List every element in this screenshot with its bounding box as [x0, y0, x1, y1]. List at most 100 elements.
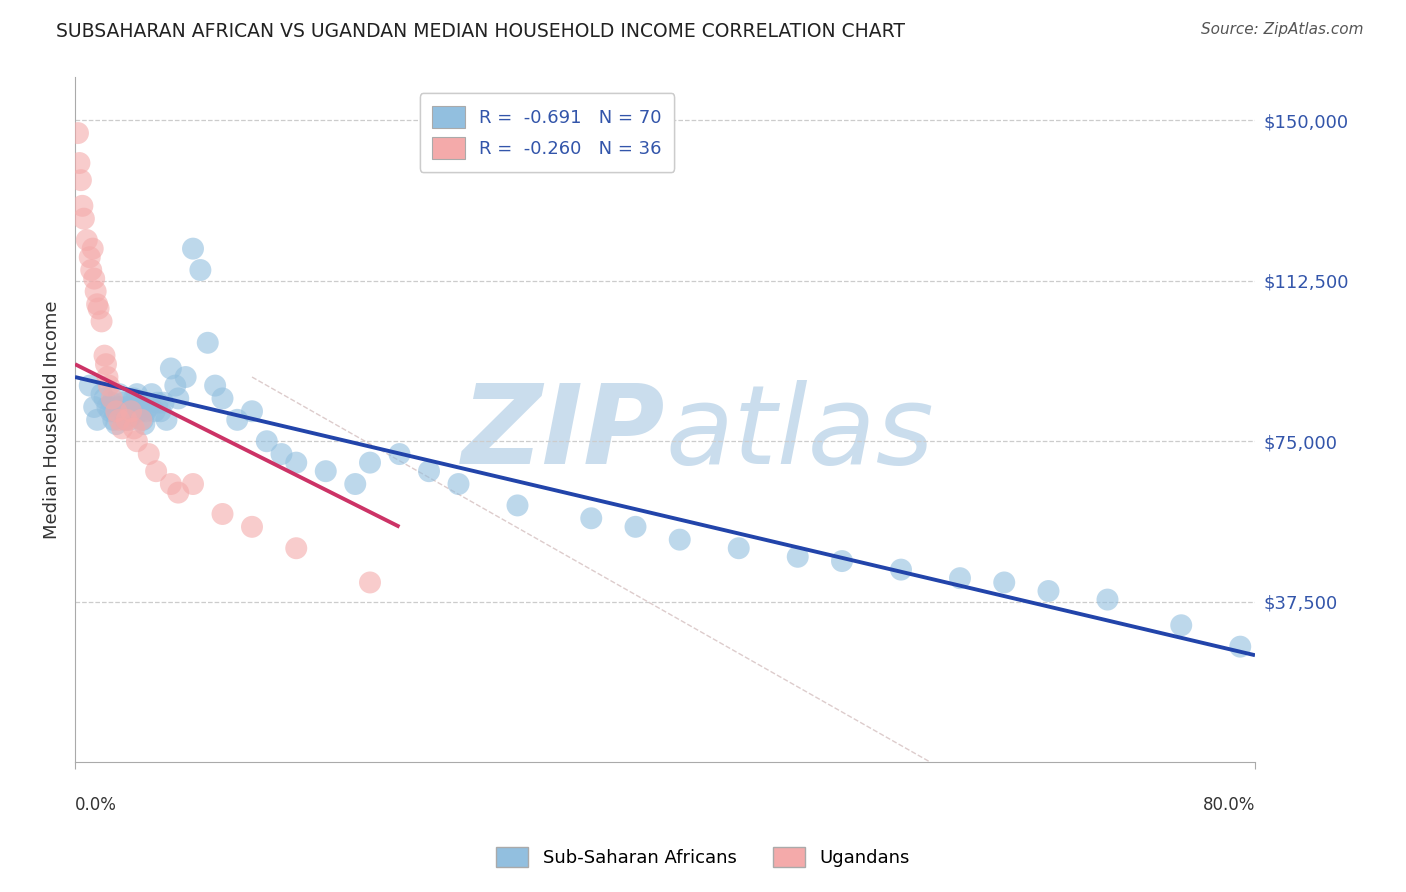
Text: atlas: atlas — [665, 380, 934, 487]
Legend: Sub-Saharan Africans, Ugandans: Sub-Saharan Africans, Ugandans — [489, 839, 917, 874]
Point — [668, 533, 690, 547]
Point — [86, 297, 108, 311]
Point — [105, 404, 128, 418]
Point — [72, 199, 94, 213]
Point — [83, 271, 105, 285]
Point — [111, 421, 134, 435]
Point — [120, 409, 142, 423]
Point — [138, 447, 160, 461]
Point — [506, 499, 529, 513]
Point — [93, 392, 115, 406]
Point — [727, 541, 749, 556]
Point — [141, 387, 163, 401]
Point — [359, 575, 381, 590]
Point — [155, 413, 177, 427]
Point — [145, 464, 167, 478]
Point — [101, 392, 124, 406]
Point — [70, 173, 93, 187]
Point — [86, 413, 108, 427]
Point — [418, 464, 440, 478]
Point — [1229, 640, 1251, 654]
Point — [118, 413, 141, 427]
Point — [127, 395, 149, 409]
Point — [103, 413, 125, 427]
Point — [120, 404, 142, 418]
Point — [160, 477, 183, 491]
Point — [96, 370, 118, 384]
Point — [146, 395, 169, 409]
Point — [115, 400, 138, 414]
Point — [786, 549, 808, 564]
Point — [149, 404, 172, 418]
Text: Source: ZipAtlas.com: Source: ZipAtlas.com — [1201, 22, 1364, 37]
Point — [285, 456, 308, 470]
Point — [132, 413, 155, 427]
Point — [160, 361, 183, 376]
Point — [285, 541, 308, 556]
Point — [624, 520, 647, 534]
Point — [993, 575, 1015, 590]
Text: SUBSAHARAN AFRICAN VS UGANDAN MEDIAN HOUSEHOLD INCOME CORRELATION CHART: SUBSAHARAN AFRICAN VS UGANDAN MEDIAN HOU… — [56, 22, 905, 41]
Point — [1170, 618, 1192, 632]
Point — [122, 421, 145, 435]
Point — [83, 400, 105, 414]
Point — [66, 126, 89, 140]
Point — [388, 447, 411, 461]
Point — [831, 554, 853, 568]
Point — [125, 387, 148, 401]
Point — [211, 507, 233, 521]
Point — [143, 404, 166, 418]
Point — [122, 392, 145, 406]
Point — [359, 456, 381, 470]
Point — [890, 563, 912, 577]
Text: 0.0%: 0.0% — [75, 797, 117, 814]
Point — [94, 357, 117, 371]
Point — [93, 349, 115, 363]
Point — [949, 571, 972, 585]
Point — [581, 511, 603, 525]
Point — [344, 477, 367, 491]
Point — [100, 404, 122, 418]
Point — [181, 477, 204, 491]
Point — [108, 413, 131, 427]
Point — [204, 378, 226, 392]
Point — [87, 301, 110, 316]
Point — [167, 485, 190, 500]
Point — [152, 395, 174, 409]
Point — [138, 400, 160, 414]
Point — [125, 434, 148, 449]
Point — [79, 378, 101, 392]
Point — [315, 464, 337, 478]
Point — [117, 404, 139, 418]
Point — [181, 242, 204, 256]
Point — [447, 477, 470, 491]
Point — [131, 400, 153, 414]
Point — [270, 447, 292, 461]
Point — [90, 314, 112, 328]
Point — [105, 417, 128, 431]
Point — [190, 263, 212, 277]
Point — [135, 404, 157, 418]
Point — [73, 211, 96, 226]
Point — [97, 378, 120, 392]
Point — [115, 413, 138, 427]
Point — [197, 335, 219, 350]
Point — [167, 392, 190, 406]
Point — [67, 156, 90, 170]
Point — [131, 413, 153, 427]
Point — [108, 387, 131, 401]
Point — [240, 404, 263, 418]
Point — [80, 263, 103, 277]
Point — [124, 400, 146, 414]
Text: 80.0%: 80.0% — [1202, 797, 1256, 814]
Point — [104, 404, 127, 418]
Point — [211, 392, 233, 406]
Point — [240, 520, 263, 534]
Y-axis label: Median Household Income: Median Household Income — [44, 301, 60, 539]
Point — [1038, 584, 1060, 599]
Point — [108, 400, 131, 414]
Point — [82, 242, 104, 256]
Point — [165, 378, 187, 392]
Point — [1097, 592, 1119, 607]
Point — [256, 434, 278, 449]
